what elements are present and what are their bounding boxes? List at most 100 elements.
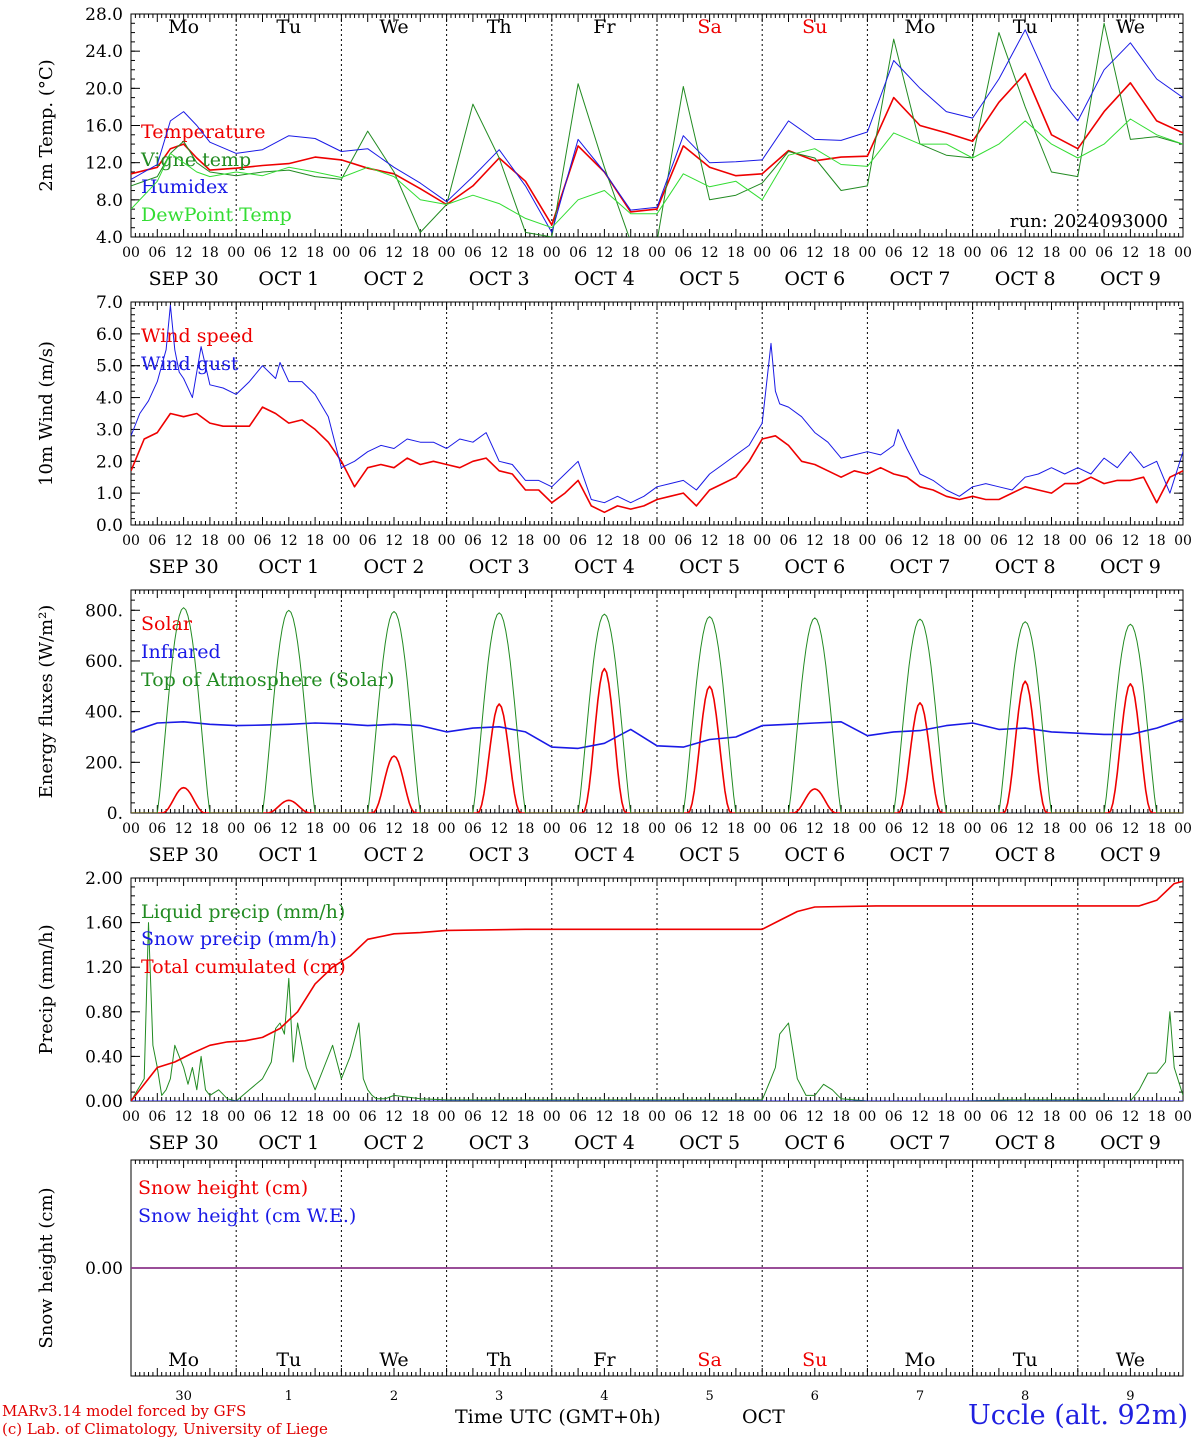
x-hour-label: 06 bbox=[674, 245, 692, 261]
x-hour-label: 00 bbox=[753, 821, 771, 837]
x-date-label: OCT 2 bbox=[364, 556, 425, 578]
legend-wind-gust: Wind gust bbox=[141, 353, 239, 375]
weekday-label: Th bbox=[487, 16, 512, 38]
x-hour-label: 18 bbox=[622, 245, 640, 261]
x-date-label: SEP 30 bbox=[149, 556, 219, 578]
y-tick-label: 2.00 bbox=[85, 869, 123, 889]
weekday-label: We bbox=[1116, 1349, 1145, 1371]
legend-liquid-precip-mm-h-: Liquid precip (mm/h) bbox=[141, 901, 345, 923]
x-hour-label: 06 bbox=[359, 1109, 377, 1125]
x-hour-label: 00 bbox=[122, 245, 140, 261]
legend-top-of-atmosphere-solar-: Top of Atmosphere (Solar) bbox=[141, 669, 394, 691]
x-hour-label: 18 bbox=[306, 1109, 324, 1125]
x-hour-label: 12 bbox=[1016, 1109, 1034, 1125]
x-hour-label: 06 bbox=[990, 533, 1008, 549]
x-hour-label: 18 bbox=[832, 245, 850, 261]
x-hour-label: 18 bbox=[1148, 821, 1166, 837]
x-hour-label: 12 bbox=[490, 1109, 508, 1125]
x-date-label: OCT 5 bbox=[679, 268, 740, 290]
x-hour-label: 18 bbox=[622, 533, 640, 549]
x-hour-label: 06 bbox=[780, 533, 798, 549]
x-hour-label: 00 bbox=[122, 533, 140, 549]
x-hour-label: 18 bbox=[411, 245, 429, 261]
x-date-label: OCT 8 bbox=[995, 268, 1056, 290]
x-hour-label: 18 bbox=[727, 533, 745, 549]
x-hour-label: 00 bbox=[438, 821, 456, 837]
y-tick-label: 0. bbox=[107, 804, 123, 824]
x-hour-label: 00 bbox=[227, 821, 245, 837]
y-axis-label: Energy fluxes (W/m²) bbox=[36, 605, 57, 799]
x-hour-label: 18 bbox=[306, 821, 324, 837]
weekday-label: Tu bbox=[276, 16, 301, 38]
x-hour-label: 06 bbox=[990, 1109, 1008, 1125]
series-line-wind-gust bbox=[131, 304, 1183, 504]
x-hour-label: 12 bbox=[1016, 245, 1034, 261]
x-hour-label: 12 bbox=[280, 533, 298, 549]
x-hour-label: 00 bbox=[1174, 533, 1192, 549]
x-hour-label: 00 bbox=[964, 821, 982, 837]
x-hour-label: 12 bbox=[490, 821, 508, 837]
panel-wind: 0.0 1.0 2.0 3.0 4.0 5.0 6.0 7.0 10m Wind (m/s) 00… bbox=[36, 293, 1192, 578]
x-hour-label: 00 bbox=[227, 1109, 245, 1125]
weekday-label: Mo bbox=[905, 1349, 936, 1371]
x-hour-label: 06 bbox=[1095, 245, 1113, 261]
x-hour-label: 12 bbox=[911, 245, 929, 261]
y-tick-label: 12.0 bbox=[85, 154, 123, 174]
weekday-label: Mo bbox=[905, 16, 936, 38]
x-hour-label: 06 bbox=[885, 821, 903, 837]
x-hour-label: 00 bbox=[543, 245, 561, 261]
day-number-label: 1 bbox=[285, 1389, 293, 1404]
x-hour-label: 12 bbox=[701, 245, 719, 261]
x-hour-label: 00 bbox=[122, 1109, 140, 1125]
x-hour-label: 00 bbox=[122, 821, 140, 837]
x-date-label: OCT 9 bbox=[1100, 844, 1161, 866]
x-hour-label: 12 bbox=[175, 245, 193, 261]
x-hour-label: 12 bbox=[806, 533, 824, 549]
x-date-label: OCT 7 bbox=[890, 1132, 951, 1154]
x-date-label: OCT 5 bbox=[679, 556, 740, 578]
series-line-infrared bbox=[131, 718, 1183, 750]
panel-snow: 0.00 Snow height (cm) Mo 30 Tu 1 We 2 Th 3 Fr 4 Sa 5 S… bbox=[36, 1159, 1184, 1404]
x-hour-label: 18 bbox=[622, 1109, 640, 1125]
x-hour-label: 06 bbox=[254, 1109, 272, 1125]
x-hour-label: 06 bbox=[1095, 1109, 1113, 1125]
x-hour-label: 18 bbox=[727, 1109, 745, 1125]
x-hour-label: 00 bbox=[648, 533, 666, 549]
series-line-liquid-precip-mm-h- bbox=[131, 922, 1183, 1101]
x-hour-label: 12 bbox=[175, 821, 193, 837]
day-number-label: 9 bbox=[1126, 1389, 1134, 1404]
day-number-label: 3 bbox=[495, 1389, 503, 1404]
x-hour-label: 18 bbox=[1043, 533, 1061, 549]
x-hour-label: 06 bbox=[885, 245, 903, 261]
x-date-label: OCT 1 bbox=[258, 844, 319, 866]
x-hour-label: 00 bbox=[753, 245, 771, 261]
x-hour-label: 18 bbox=[1043, 245, 1061, 261]
x-hour-label: 12 bbox=[385, 821, 403, 837]
x-date-label: OCT 3 bbox=[469, 556, 530, 578]
x-hour-label: 06 bbox=[1095, 533, 1113, 549]
y-tick-label: 4.0 bbox=[96, 228, 123, 248]
x-hour-label: 12 bbox=[1121, 1109, 1139, 1125]
weekday-label: Tu bbox=[1013, 1349, 1038, 1371]
weekday-label: We bbox=[379, 16, 408, 38]
x-hour-label: 00 bbox=[227, 245, 245, 261]
y-tick-label: 4.0 bbox=[96, 389, 123, 409]
x-hour-label: 06 bbox=[148, 245, 166, 261]
x-hour-label: 06 bbox=[780, 1109, 798, 1125]
x-date-label: OCT 1 bbox=[258, 268, 319, 290]
panel-precip: 0.00 0.40 0.80 1.20 1.60 2.00 Precip (mm/h) 00 0… bbox=[36, 869, 1192, 1154]
y-tick-label: 3.0 bbox=[96, 420, 123, 440]
legend-dewpoint-temp: DewPoint Temp bbox=[141, 204, 292, 226]
x-hour-label: 12 bbox=[911, 533, 929, 549]
x-hour-label: 12 bbox=[490, 245, 508, 261]
legend-total-cumulated-cm-: Total cumulated (cm) bbox=[141, 956, 346, 978]
x-hour-label: 12 bbox=[806, 1109, 824, 1125]
x-date-label: OCT 3 bbox=[469, 844, 530, 866]
month-label: OCT bbox=[742, 1406, 785, 1428]
x-hour-label: 12 bbox=[490, 533, 508, 549]
y-tick-label: 20.0 bbox=[85, 79, 123, 99]
weekday-label: Su bbox=[802, 1349, 827, 1371]
y-tick-label: 5.0 bbox=[96, 357, 123, 377]
legend-wind-speed: Wind speed bbox=[141, 325, 253, 347]
x-date-label: OCT 1 bbox=[258, 1132, 319, 1154]
